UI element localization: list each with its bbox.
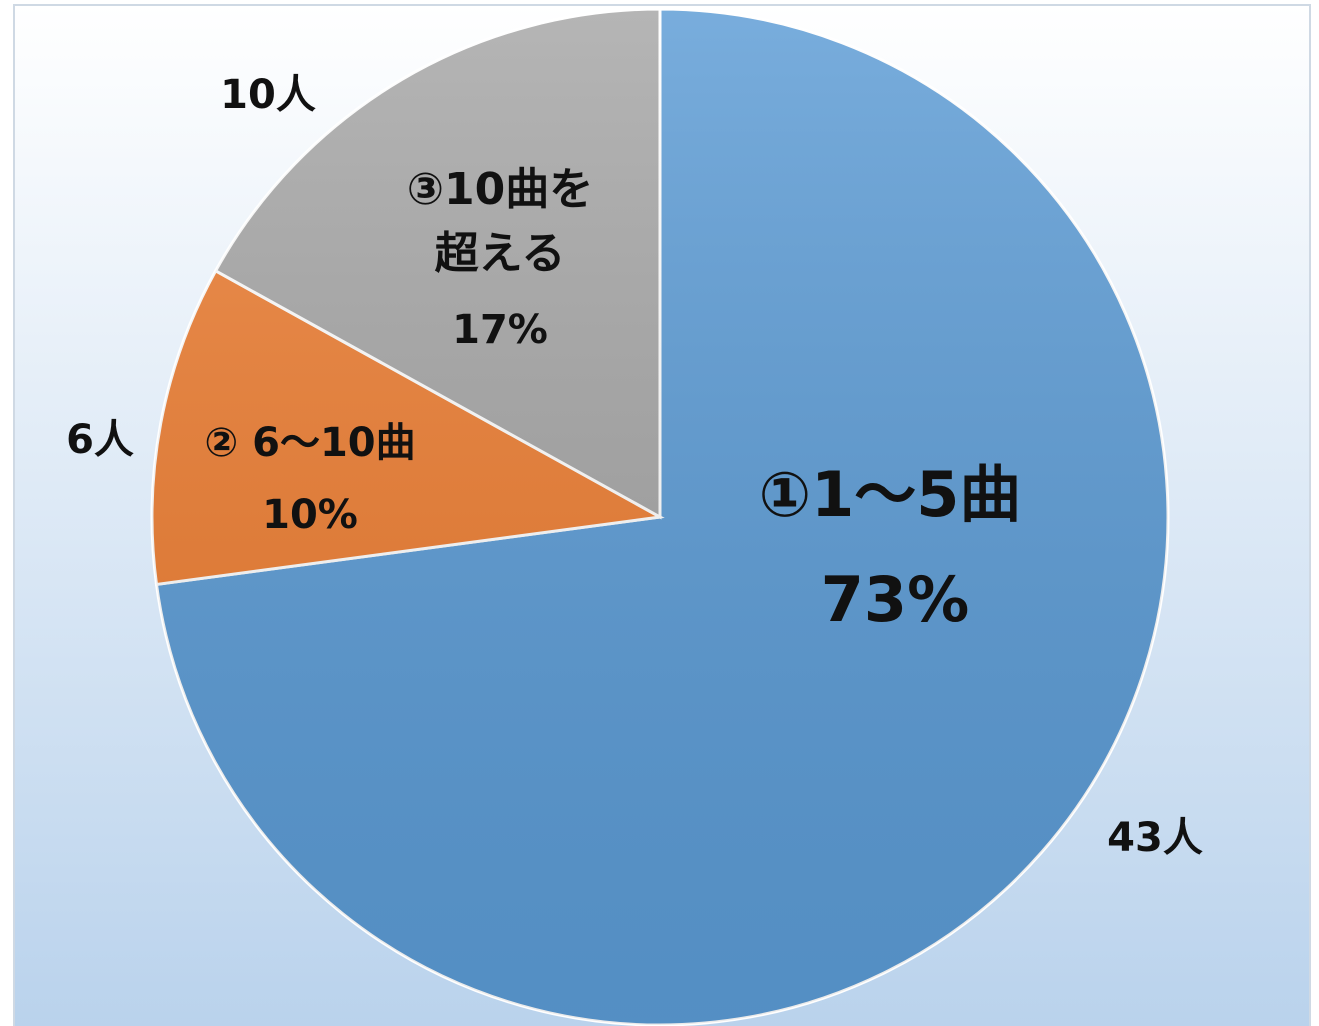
count-label: 10人 [220, 72, 316, 118]
percent-label: 73% [820, 563, 970, 637]
slice-label: ② 6～10曲 [204, 420, 416, 466]
percent-label: 17% [452, 307, 548, 353]
slice-label: ③10曲を 超える [406, 164, 594, 279]
count-label: 43人 [1107, 815, 1203, 861]
slice-label: ①1～5曲 [758, 458, 1022, 532]
percent-label: 10% [262, 492, 358, 538]
count-label: 6人 [66, 417, 134, 463]
